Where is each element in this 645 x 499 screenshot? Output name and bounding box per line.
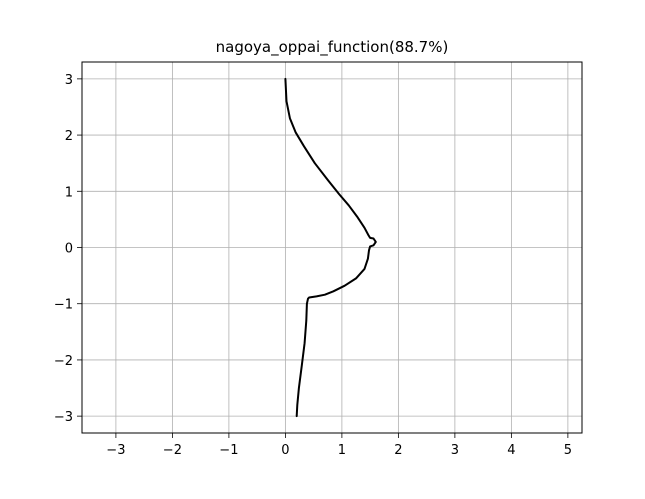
series-line	[284, 77, 377, 418]
x-tick-label: 5	[564, 443, 572, 458]
plot-frame	[81, 61, 583, 434]
x-tick-label: −1	[219, 443, 238, 458]
x-tick-label: 0	[281, 443, 289, 458]
x-axis: −3 −2 −1 0 1 2 3 4 5	[106, 433, 572, 458]
y-tick-label: 0	[65, 242, 73, 257]
y-tick-label: −1	[54, 298, 73, 313]
y-tick-label: 2	[65, 129, 73, 144]
y-tick-label: −2	[54, 354, 73, 369]
x-tick-label: 4	[507, 443, 515, 458]
y-tick-label: 1	[65, 185, 73, 200]
x-tick-label: 2	[394, 443, 402, 458]
y-tick-label: −3	[54, 410, 73, 425]
x-tick-label: −2	[163, 443, 182, 458]
x-tick-label: −3	[106, 443, 125, 458]
x-tick-label: 3	[451, 443, 459, 458]
y-tick-label: 3	[65, 73, 73, 88]
y-axis: −3 −2 −1 0 1 2 3	[54, 73, 82, 425]
grid	[82, 62, 582, 433]
chart-title: nagoya_oppai_function(88.7%)	[216, 38, 449, 57]
plot-area	[284, 77, 377, 418]
x-tick-label: 1	[338, 443, 346, 458]
